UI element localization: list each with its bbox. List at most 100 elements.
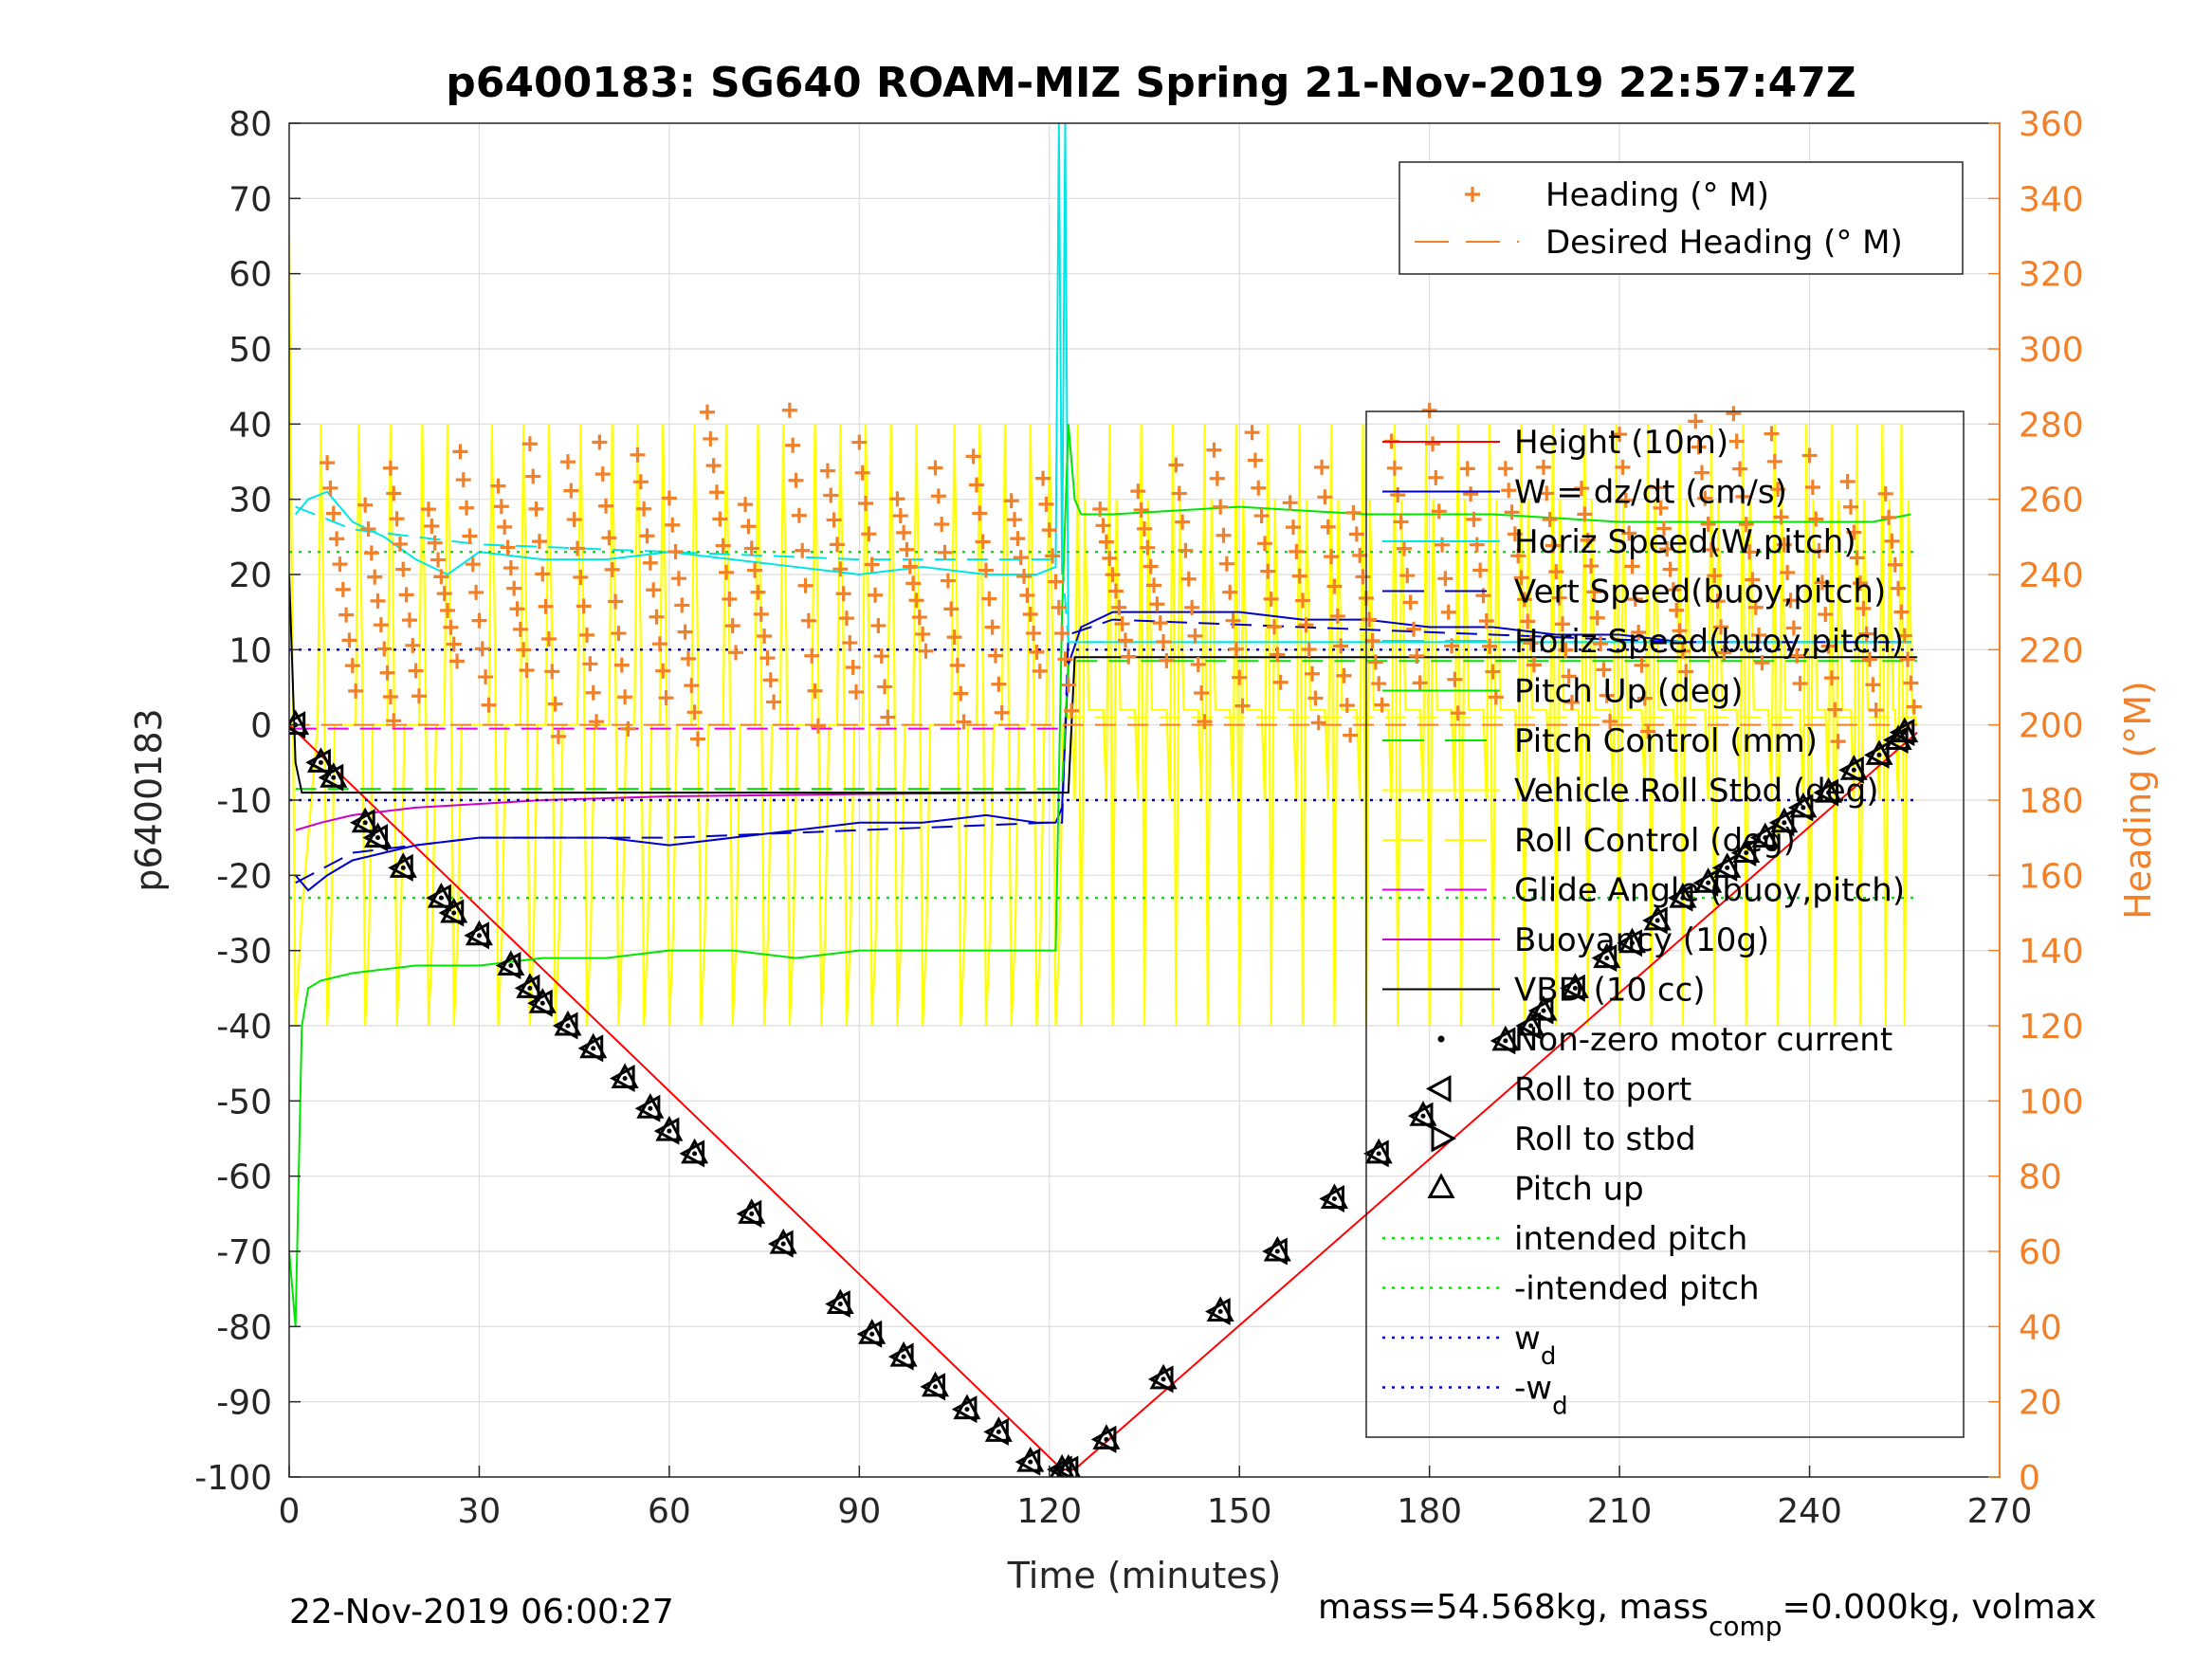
heading-point	[1811, 543, 1827, 559]
motor-current-dot	[1217, 1308, 1223, 1314]
legend-heading-label: Heading (° M)	[1545, 176, 1769, 214]
y-tick-label-left: -60	[216, 1158, 272, 1197]
heading-point	[535, 566, 551, 582]
heading-point	[1653, 500, 1669, 516]
heading-point	[1095, 518, 1111, 534]
pitch-up-marker	[681, 1138, 709, 1164]
pitch-up-marker	[953, 1394, 981, 1420]
heading-point	[1010, 531, 1026, 547]
y-tick-label-right: 160	[2019, 857, 2084, 896]
heading-point	[1374, 697, 1390, 713]
heading-point	[1399, 568, 1416, 584]
heading-point	[443, 619, 459, 635]
motor-current-dot	[331, 775, 337, 780]
heading-point	[1510, 548, 1526, 564]
heading-point	[1801, 447, 1818, 464]
x-tick-label: 60	[648, 1492, 691, 1531]
heading-point	[1402, 594, 1418, 611]
heading-point	[1716, 645, 1732, 661]
heading-point	[611, 626, 627, 642]
motor-current-dot	[476, 933, 482, 939]
motor-current-dot	[1420, 1113, 1426, 1119]
heading-point	[946, 629, 962, 646]
heading-point	[1107, 583, 1124, 599]
heading-point	[991, 676, 1007, 692]
heading-point	[1891, 580, 1907, 596]
legend-main: Height (10m) W = dz/dt (cm/s) Horiz Speed(…	[1365, 410, 1965, 1438]
y-tick-label-right: 280	[2019, 406, 2084, 445]
heading-point	[762, 672, 778, 688]
heading-point	[1814, 574, 1830, 591]
heading-point	[1735, 488, 1751, 504]
heading-point	[1593, 636, 1609, 652]
heading-point	[1839, 473, 1856, 489]
pitch-up-marker	[889, 1340, 918, 1367]
chart-title: p6400183: SG640 ROAM-MIZ Spring 21-Nov-2…	[446, 59, 1856, 107]
y-tick-label-right: 320	[2019, 256, 2084, 295]
heading-point	[1548, 564, 1564, 580]
heading-point	[1691, 439, 1707, 455]
heading-point	[1016, 569, 1033, 585]
heading-point	[1428, 469, 1444, 485]
legend-main-box	[1365, 410, 1965, 1438]
heading-point	[1317, 489, 1333, 505]
heading-point	[594, 466, 611, 483]
heading-point	[322, 480, 338, 496]
heading-point	[1054, 626, 1070, 642]
motor-current-dot	[1763, 835, 1768, 841]
heading-point	[667, 543, 684, 559]
legend-label: Roll to stbd	[1514, 1121, 1696, 1158]
heading-point	[832, 561, 849, 577]
roll-marker	[1363, 1139, 1389, 1168]
axes: 0 30 60 90 120 150 180 210 240 270 80 70 60 50 40 30 20 1…	[194, 105, 2083, 1531]
heading-point	[1019, 588, 1035, 604]
series-heading-markers	[320, 402, 1922, 750]
y-tick-label-left: 20	[229, 556, 272, 595]
heading-point	[1412, 675, 1428, 691]
roll-marker	[1711, 853, 1738, 882]
heading-point	[373, 617, 389, 633]
legend-label: Pitch Up (deg)	[1514, 673, 1743, 711]
heading-point	[1732, 461, 1748, 477]
roll-marker	[438, 899, 465, 927]
heading-point	[493, 499, 509, 515]
pitch-up-marker	[1618, 927, 1646, 954]
roll-marker	[1813, 778, 1839, 807]
heading-point	[1747, 599, 1764, 615]
pitch-up-marker	[427, 883, 455, 908]
heading-point	[823, 487, 839, 503]
heading-point	[1636, 690, 1653, 706]
heading-point	[766, 694, 782, 710]
heading-point	[658, 690, 674, 706]
heading-point	[1877, 485, 1893, 501]
roll-marker	[1889, 719, 1915, 747]
heading-point	[401, 612, 417, 629]
heading-point	[1599, 687, 1615, 703]
heading-point	[918, 643, 934, 659]
heading-point	[908, 592, 924, 609]
motor-current-dot	[1680, 895, 1686, 901]
heading-point	[788, 472, 804, 488]
roll-marker	[552, 1012, 578, 1040]
heading-point	[639, 528, 655, 544]
heading-point	[1766, 453, 1782, 469]
heading-point	[1348, 526, 1364, 542]
roll-marker	[1863, 740, 1890, 769]
heading-point	[1535, 459, 1551, 475]
heading-point	[613, 657, 630, 673]
motor-current-dot	[933, 1384, 939, 1390]
heading-point	[785, 437, 801, 453]
heading-point	[1437, 571, 1453, 587]
heading-point	[1780, 564, 1796, 580]
pitch-up-marker	[1263, 1235, 1291, 1262]
heading-point	[433, 569, 449, 585]
motor-current-dot	[1066, 1467, 1071, 1472]
y-tick-label-left: -70	[216, 1233, 272, 1272]
heading-point	[617, 689, 633, 705]
pitch-up-marker	[826, 1288, 854, 1315]
heading-point	[335, 581, 351, 597]
series-vbd-10-cc-	[289, 574, 1918, 794]
legend-label: VBD (10 cc)	[1514, 972, 1706, 1010]
heading-point	[791, 507, 807, 523]
heading-point	[1520, 613, 1536, 629]
